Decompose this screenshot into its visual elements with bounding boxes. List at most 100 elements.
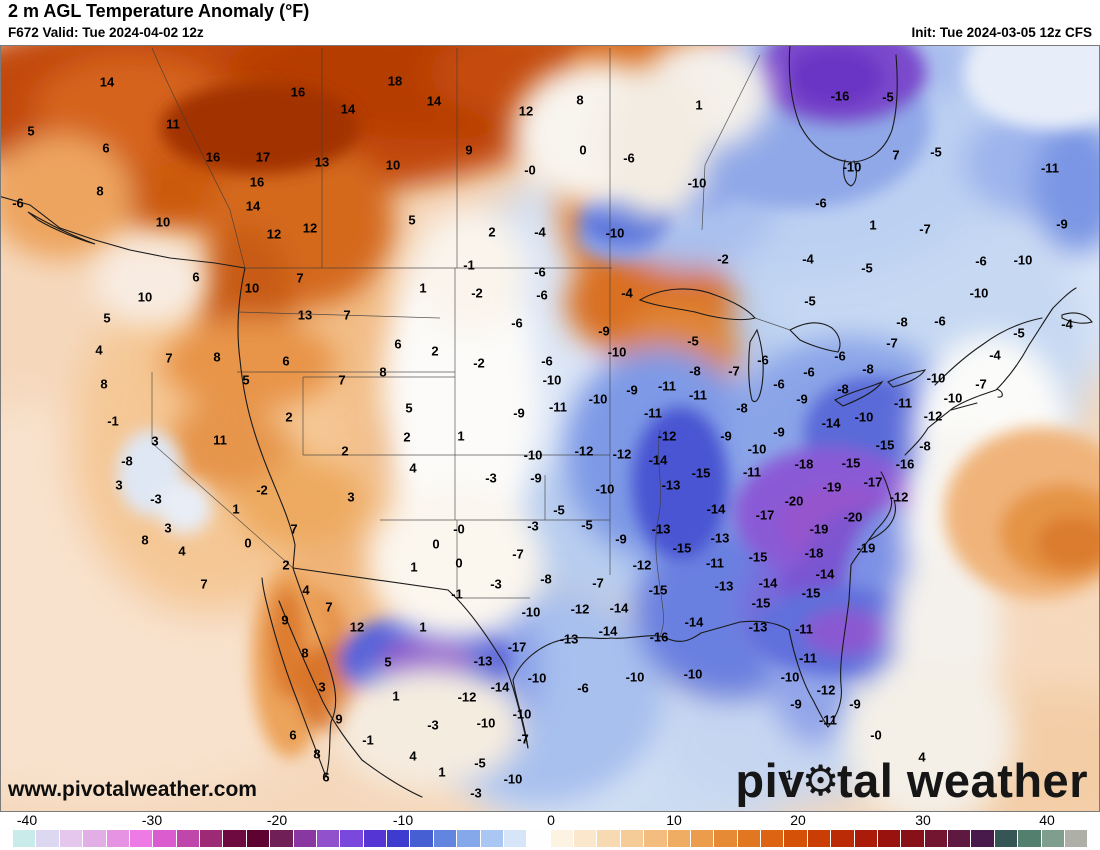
map-value-label: -10 [854, 409, 874, 425]
colorbar-cell [527, 830, 550, 847]
map-value-label: -9 [530, 470, 542, 486]
map-value-label: -3 [150, 491, 162, 507]
map-value-label: 5 [103, 310, 111, 326]
map-value-label: -10 [588, 391, 608, 407]
map-value-label: -10 [542, 372, 562, 388]
map-value-label: -11 [688, 387, 708, 403]
map-value-label: -12 [632, 557, 652, 573]
map-value-label: 13 [314, 154, 330, 170]
colorbar-tick-label: -20 [266, 812, 288, 828]
map-value-label: -10 [969, 285, 989, 301]
map-value-label: -8 [862, 361, 874, 377]
map-value-label: -11 [657, 378, 677, 394]
map-value-label: -8 [121, 453, 133, 469]
colorbar-cell [901, 830, 924, 847]
colorbar-tick-label: -10 [392, 812, 414, 828]
map-value-label: -9 [790, 696, 802, 712]
map-value-label: 3 [115, 477, 123, 493]
map-value-label: -15 [648, 582, 668, 598]
map-value-label: -4 [534, 224, 546, 240]
map-value-label: -7 [975, 376, 987, 392]
map-value-label: 14 [340, 101, 356, 117]
colorbar-cell [176, 830, 199, 847]
colorbar-cell [503, 830, 527, 847]
map-value-label: -10 [521, 604, 541, 620]
temperature-anomaly-field [0, 45, 1100, 812]
map-value-label: -8 [540, 571, 552, 587]
map-value-label: 4 [409, 460, 417, 476]
map-value-label: -14 [815, 566, 835, 582]
colorbar-cell [807, 830, 831, 847]
map-value-label: -15 [751, 595, 771, 611]
map-value-label: 6 [102, 140, 110, 156]
colorbar-cell [574, 830, 597, 847]
colorbar-cell [36, 830, 59, 847]
map-value-label: 3 [151, 433, 159, 449]
map-value-label: -10 [926, 370, 946, 386]
map-value-label: -11 [798, 650, 818, 666]
map-value-label: -15 [801, 585, 821, 601]
map-value-label: -10 [605, 225, 625, 241]
map-value-label: -9 [773, 424, 785, 440]
colorbar-cell [293, 830, 316, 847]
map-value-label: -7 [592, 575, 604, 591]
map-value-label: 9 [281, 612, 289, 628]
map-value-label: 14 [99, 74, 115, 90]
map-value-label: 3 [164, 520, 172, 536]
map-value-label: -9 [849, 696, 861, 712]
map-value-label: -17 [755, 507, 775, 523]
map-value-label: -12 [889, 489, 909, 505]
colorbar-cell [270, 830, 293, 847]
map-value-label: -3 [470, 785, 482, 801]
watermark-url: www.pivotalweather.com [8, 778, 257, 801]
map-value-label: -9 [513, 405, 525, 421]
map-value-label: 6 [282, 353, 290, 369]
map-value-label: -9 [626, 382, 638, 398]
colorbar-tick-label: 0 [547, 812, 555, 828]
map-value-label: 8 [100, 376, 108, 392]
map-value-label: -0 [524, 162, 536, 178]
map-value-label: 10 [244, 280, 260, 296]
map-value-label: -3 [485, 470, 497, 486]
pivotal-weather-logo: piv ⚙ tal weather [735, 757, 1088, 804]
map-value-label: 10 [385, 157, 401, 173]
map-value-label: 7 [296, 270, 304, 286]
colorbar-cell [13, 830, 36, 847]
map-value-label: 5 [408, 212, 416, 228]
map-value-label: -9 [796, 391, 808, 407]
colorbar-cell [690, 830, 714, 847]
map-value-label: -11 [818, 712, 838, 728]
map-value-label: -6 [975, 253, 987, 269]
map-value-label: -12 [657, 428, 677, 444]
colorbar-cell [129, 830, 153, 847]
colorbar-cell [246, 830, 270, 847]
colorbar-cell [457, 830, 480, 847]
map-value-label: -0 [453, 521, 465, 537]
map-value-label: -4 [621, 285, 633, 301]
map-value-label: -5 [581, 517, 593, 533]
map-value-label: 1 [392, 688, 400, 704]
map-value-label: 16 [205, 149, 221, 165]
map-value-label: -2 [471, 285, 483, 301]
map-value-label: -20 [784, 493, 804, 509]
map-value-label: 1 [695, 97, 703, 113]
map-value-label: -9 [598, 323, 610, 339]
map-value-label: -4 [989, 347, 1001, 363]
map-value-label: 7 [290, 521, 298, 537]
map-value-label: -3 [427, 717, 439, 733]
map-value-label: -16 [649, 629, 669, 645]
map-value-label: -10 [687, 175, 707, 191]
state-province-borders [151, 47, 791, 641]
map-value-label: 5 [384, 654, 392, 670]
colorbar-cell [971, 830, 994, 847]
map-value-label: -11 [643, 405, 663, 421]
map-value-label: -7 [886, 335, 898, 351]
map-value-label: 10 [155, 214, 171, 230]
map-value-label: 8 [301, 645, 309, 661]
map-value-label: -6 [511, 315, 523, 331]
colorbar-cell [737, 830, 760, 847]
map-value-label: 3 [347, 489, 355, 505]
map-value-label: -11 [548, 399, 568, 415]
colorbar-cells [13, 830, 1088, 847]
colorbar-cell [854, 830, 877, 847]
